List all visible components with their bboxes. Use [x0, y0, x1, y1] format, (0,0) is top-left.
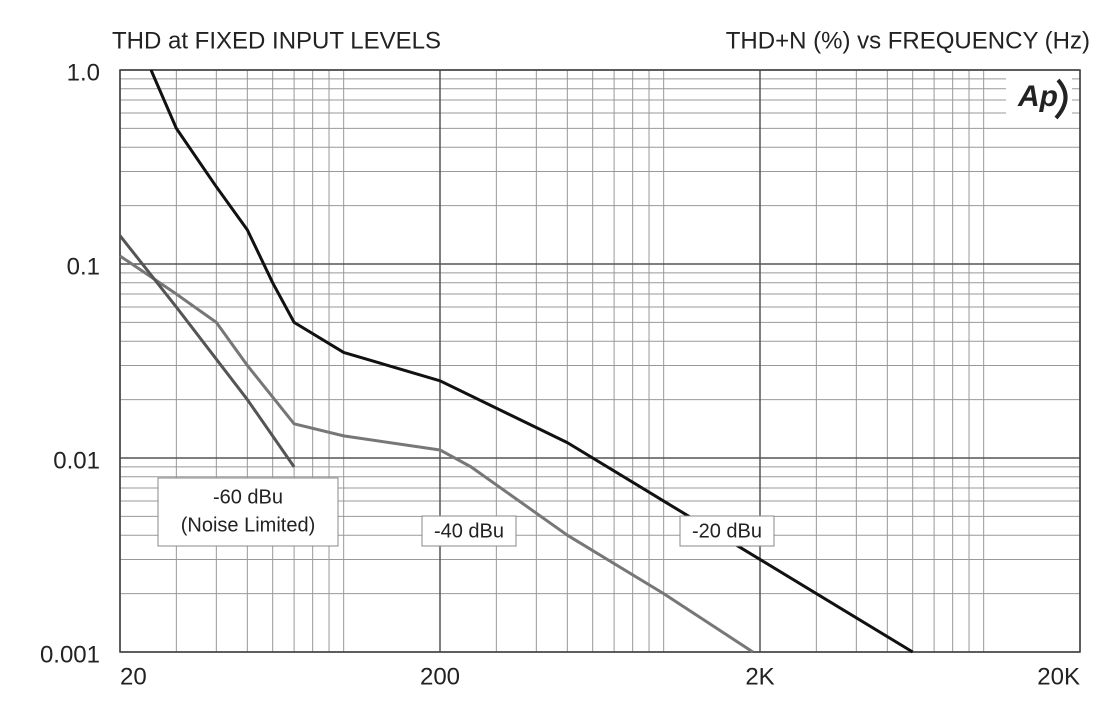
- x-tick-label: 200: [420, 663, 460, 690]
- chart-title: THD at FIXED INPUT LEVELS: [112, 27, 441, 54]
- label-box: [421, 515, 517, 547]
- x-tick-label: 20: [120, 663, 147, 690]
- x-tick-label: 20K: [1037, 663, 1080, 690]
- y-tick-label: 0.1: [67, 253, 100, 280]
- chart-subtitle: THD+N (%) vs FREQUENCY (Hz): [726, 27, 1090, 54]
- logo: Ap: [1017, 80, 1058, 113]
- line: [119, 254, 754, 654]
- annotation: (Noise Limited): [181, 514, 315, 536]
- line: [118, 234, 296, 468]
- series-label: -40 dBu: [434, 520, 504, 542]
- label-box: [679, 515, 775, 547]
- x-tick-label: 2K: [745, 663, 774, 690]
- series-label: -60 dBu: [213, 486, 283, 508]
- label-box: [157, 477, 339, 547]
- y-tick-label: 0.001: [40, 641, 100, 668]
- line: [149, 69, 914, 654]
- plot-frame: [119, 69, 1081, 653]
- y-tick-label: 1.0: [67, 59, 100, 86]
- logo-arc: [1054, 78, 1068, 120]
- series-label: -20 dBu: [692, 520, 762, 542]
- y-tick-label: 0.01: [53, 447, 100, 474]
